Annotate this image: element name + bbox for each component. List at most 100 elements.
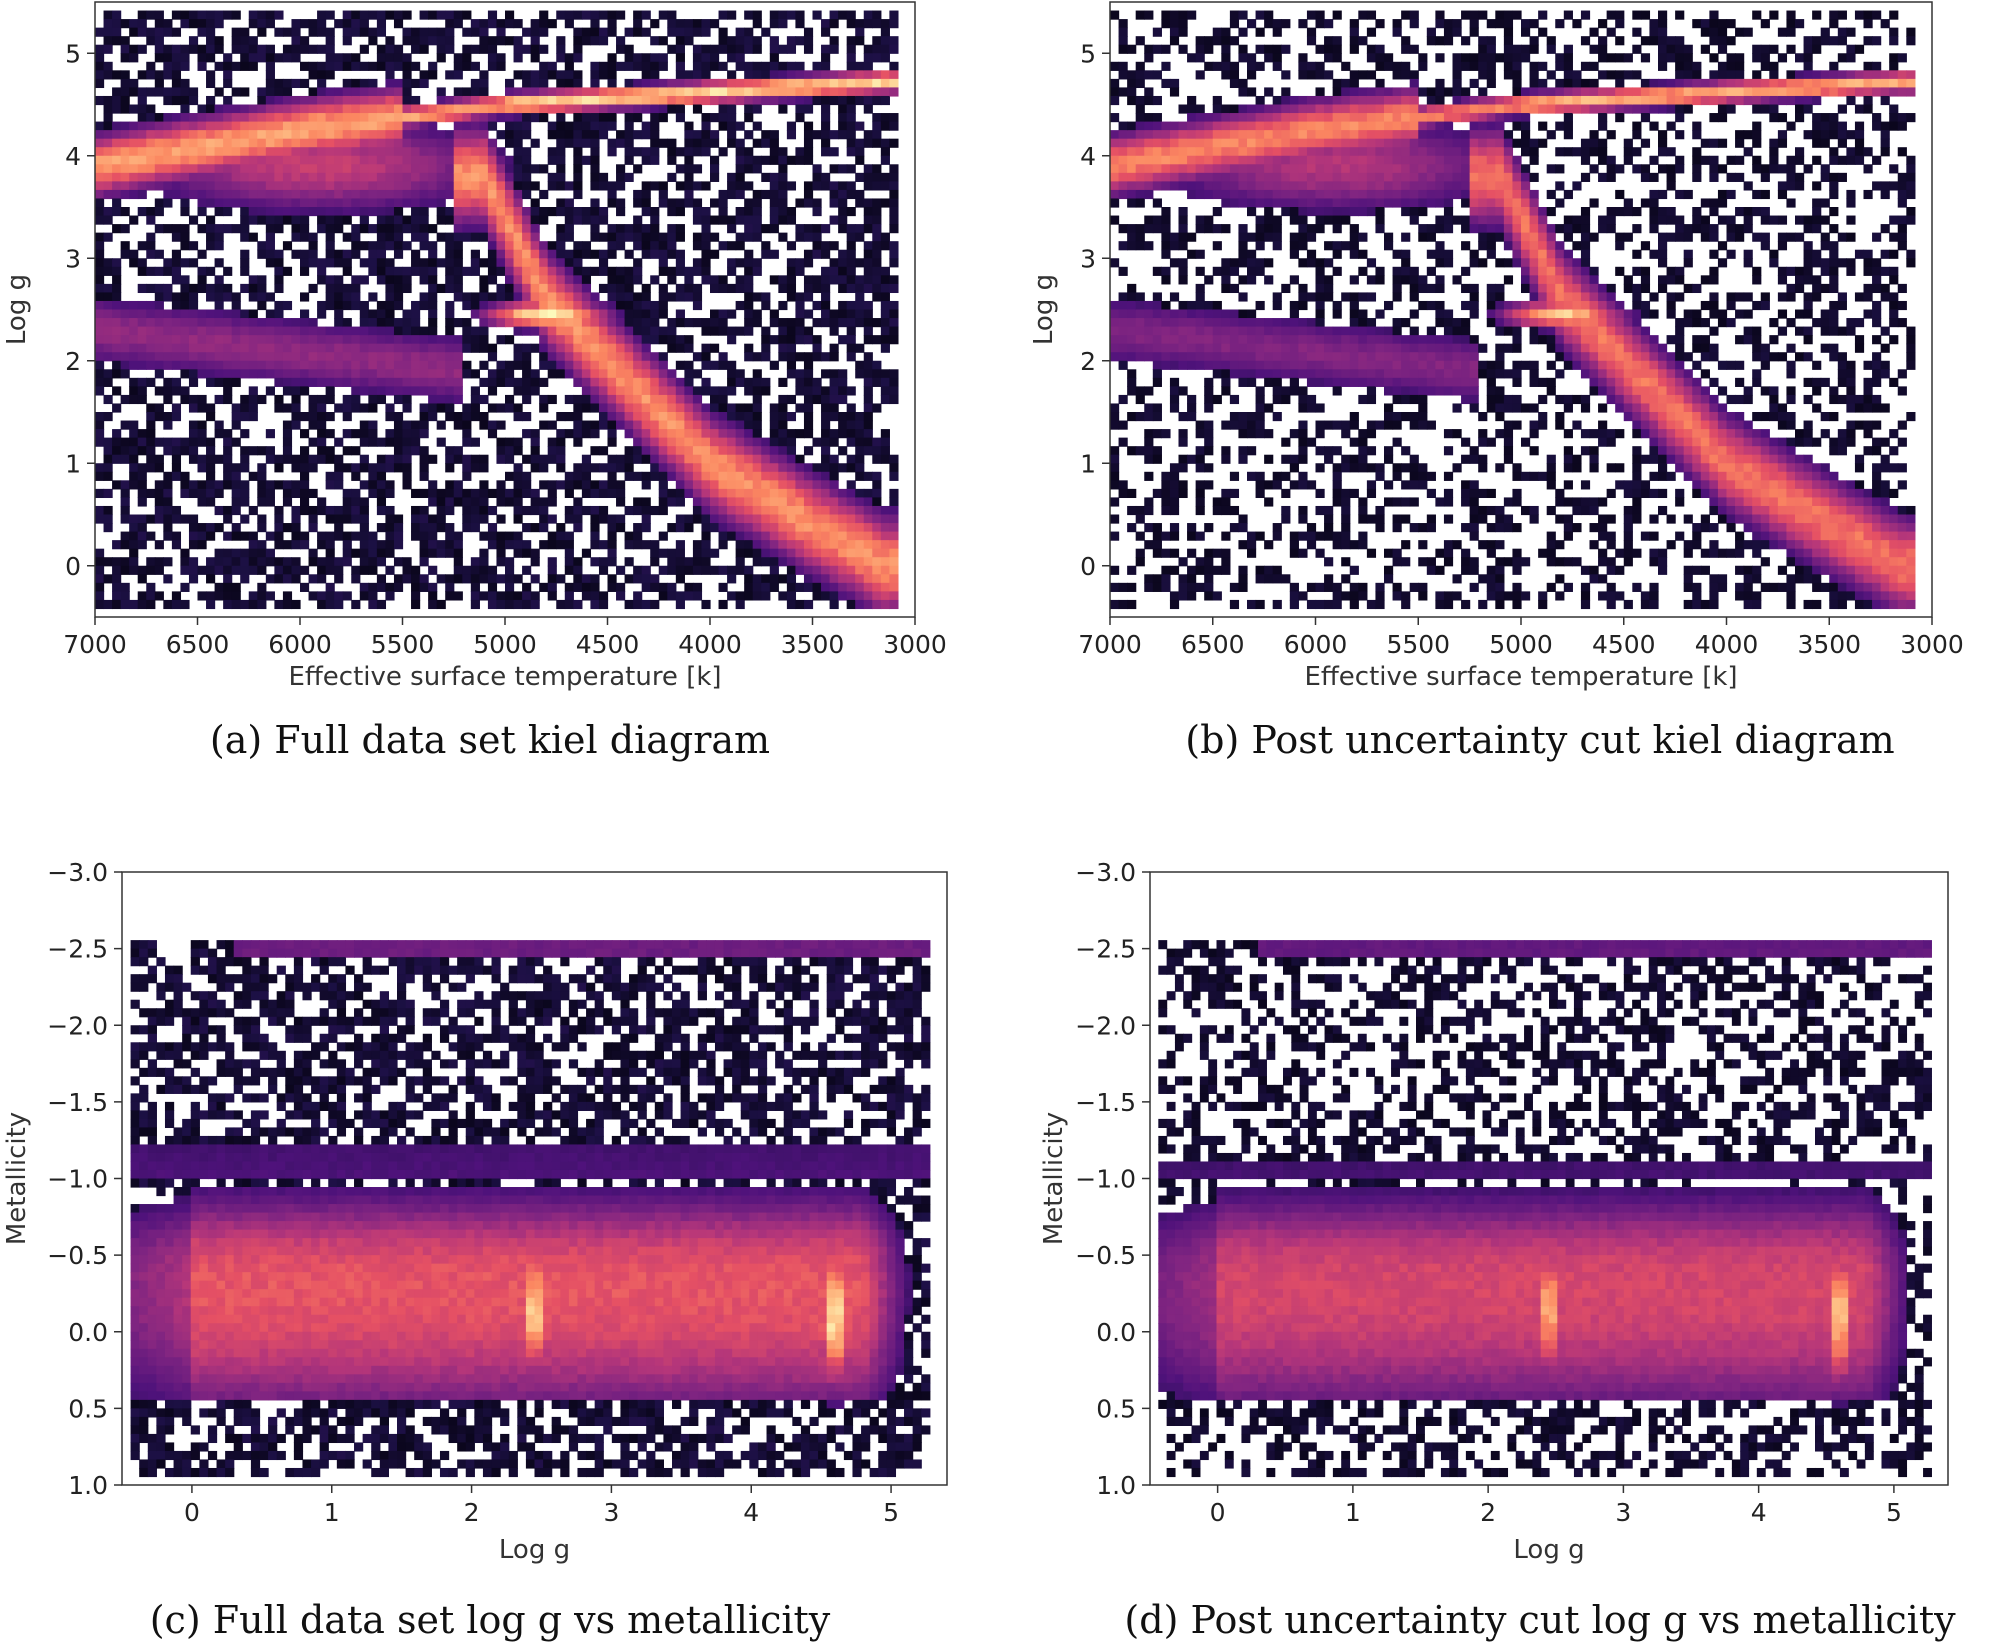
heatmap-bin (1152, 155, 1162, 165)
heatmap-bin (419, 360, 429, 370)
heatmap-bin (112, 130, 122, 140)
heatmap-bin (188, 309, 199, 319)
heatmap-bin (129, 309, 139, 319)
heatmap-bin (812, 249, 822, 259)
heatmap-bin (829, 429, 839, 439)
heatmap-bin (838, 207, 848, 217)
heatmap-bin (539, 497, 549, 507)
heatmap-bin (171, 437, 182, 447)
heatmap-bin (872, 582, 882, 592)
heatmap-bin (607, 480, 617, 490)
heatmap-bin (393, 318, 404, 328)
heatmap-bin (470, 232, 480, 242)
heatmap-bin (265, 155, 275, 165)
heatmap-bin (470, 215, 480, 225)
heatmap-bin (581, 429, 592, 439)
heatmap-bin (889, 10, 899, 20)
heatmap-bin (411, 369, 421, 379)
heatmap-bin (214, 352, 224, 362)
heatmap-bin (718, 189, 728, 200)
heatmap-bin (411, 61, 421, 71)
heatmap-bin (248, 360, 258, 370)
heatmap-bin (667, 241, 677, 251)
heatmap-bin (112, 429, 122, 439)
heatmap-bin (163, 437, 173, 447)
heatmap-bin (376, 189, 387, 200)
heatmap-bin (368, 224, 378, 234)
heatmap-bin (863, 412, 873, 422)
heatmap-bin (342, 104, 352, 114)
heatmap-bin (487, 258, 498, 268)
heatmap-bin (761, 70, 771, 80)
heatmap-bin (95, 164, 105, 174)
heatmap-bin (556, 318, 566, 328)
heatmap-bin (462, 130, 472, 140)
heatmap-bin (376, 505, 387, 516)
heatmap-bin (291, 394, 301, 405)
heatmap-bin (821, 429, 831, 439)
heatmap-bin (470, 412, 480, 422)
heatmap-bin (692, 369, 703, 379)
heatmap-bin (470, 514, 480, 524)
heatmap-bin (530, 505, 540, 516)
heatmap-bin (351, 429, 361, 439)
heatmap-bin (547, 488, 557, 499)
heatmap-bin (95, 574, 105, 584)
heatmap-bin (231, 437, 241, 447)
heatmap-bin (598, 130, 609, 140)
heatmap-bin (359, 10, 369, 20)
heatmap-bin (547, 70, 557, 80)
heatmap-bin (803, 249, 814, 259)
heatmap-bin (675, 540, 685, 550)
heatmap-bin (120, 369, 130, 379)
heatmap-bin (573, 394, 583, 405)
heatmap-bin (744, 78, 754, 89)
heatmap-bin (146, 309, 156, 319)
heatmap-bin (684, 283, 694, 294)
heatmap-bin (120, 172, 130, 182)
heatmap-bin (795, 61, 805, 71)
heatmap-bin (598, 300, 609, 311)
heatmap-bin (872, 480, 882, 490)
heatmap-bin (487, 403, 498, 413)
heatmap-bin (282, 599, 293, 610)
heatmap-bin (598, 172, 609, 182)
heatmap-bin (206, 189, 216, 200)
heatmap-bin (505, 232, 515, 242)
heatmap-bin (385, 266, 395, 276)
heatmap-bin (206, 232, 216, 242)
heatmap-bin (658, 394, 668, 405)
heatmap-bin (505, 360, 515, 370)
heatmap-bin (334, 207, 344, 217)
heatmap-bin (795, 300, 805, 311)
heatmap-bin (257, 292, 267, 302)
heatmap-bin (556, 480, 566, 490)
heatmap-bin (880, 19, 890, 29)
heatmap-bin (496, 172, 506, 182)
heatmap-bin (513, 463, 523, 473)
heatmap-bin (436, 189, 446, 200)
heatmap-bin (325, 377, 335, 387)
heatmap-bin (368, 557, 378, 567)
heatmap-bin (479, 275, 489, 285)
heatmap-bin (1110, 343, 1120, 353)
heatmap-bin (368, 258, 378, 268)
heatmap-bin (735, 275, 745, 285)
heatmap-bin (351, 27, 361, 37)
heatmap-bin (180, 283, 190, 294)
heatmap-bin (231, 463, 241, 473)
heatmap-bin (667, 292, 677, 302)
heatmap-bin (880, 514, 890, 524)
heatmap-bin (411, 300, 421, 311)
heatmap-bin (1127, 232, 1137, 242)
heatmap-bin (393, 275, 404, 285)
heatmap-bin (291, 207, 301, 217)
heatmap-bin (522, 130, 532, 140)
heatmap-bin (684, 591, 694, 601)
heatmap-bin (872, 531, 882, 541)
heatmap-bin (453, 95, 463, 106)
heatmap-bin (470, 138, 480, 148)
heatmap-bin (581, 155, 592, 165)
heatmap-bin (769, 10, 779, 20)
kiel-chart-b: 7000 6500 6000 5500 5000 4500 4000 3500 30000123… (1029, 1, 1964, 762)
